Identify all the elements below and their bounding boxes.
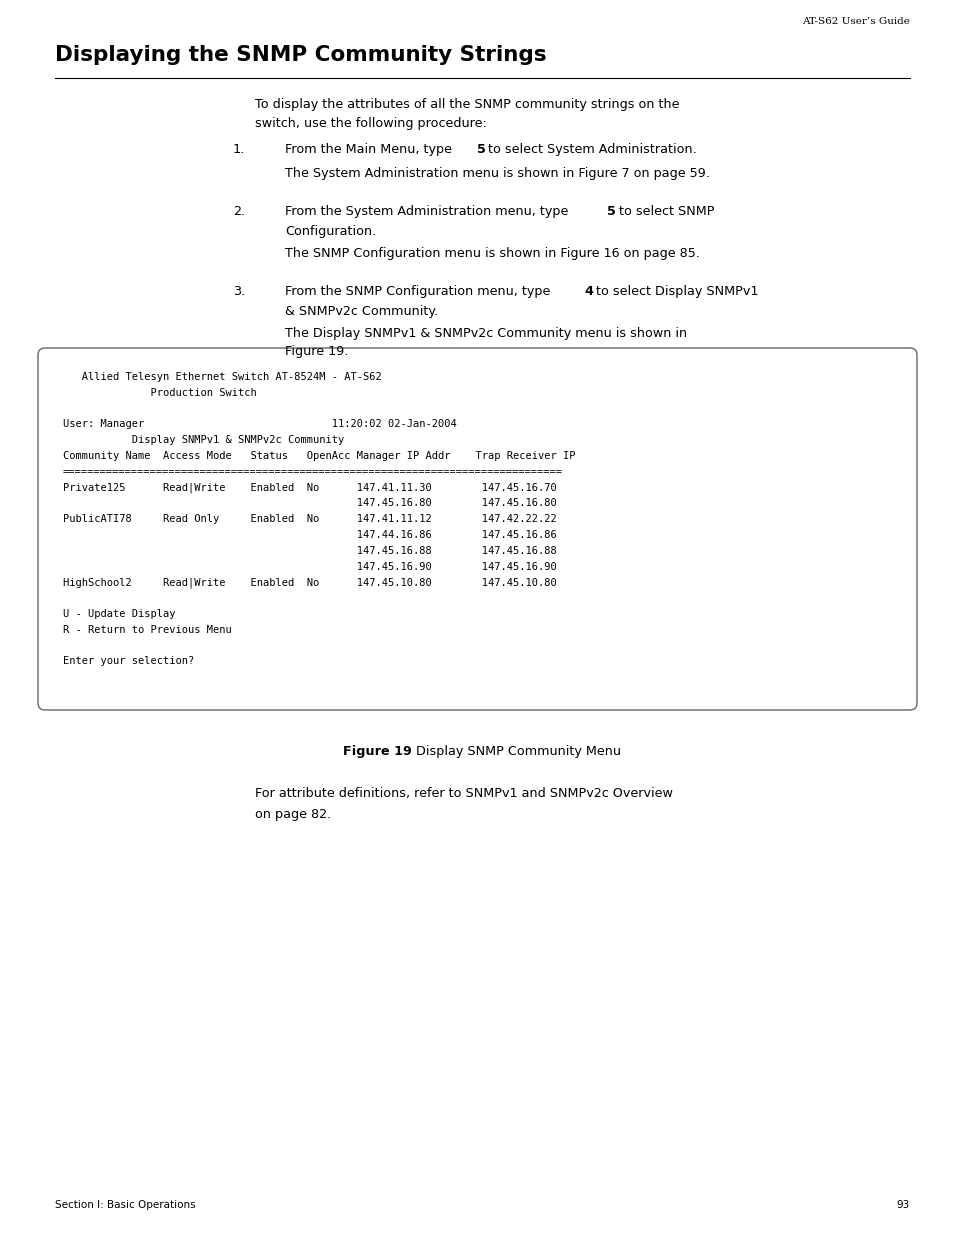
Text: Section I: Basic Operations: Section I: Basic Operations: [55, 1200, 195, 1210]
Text: HighSchool2     Read|Write    Enabled  No      147.45.10.80        147.45.10.80: HighSchool2 Read|Write Enabled No 147.45…: [63, 578, 557, 588]
Text: Allied Telesyn Ethernet Switch AT-8524M - AT-S62: Allied Telesyn Ethernet Switch AT-8524M …: [63, 372, 381, 382]
Text: From the Main Menu, type: From the Main Menu, type: [285, 143, 456, 156]
Text: Figure 19: Figure 19: [342, 745, 412, 758]
Text: Community Name  Access Mode   Status   OpenAcc Manager IP Addr    Trap Receiver : Community Name Access Mode Status OpenAc…: [63, 451, 575, 461]
Text: The System Administration menu is shown in Figure 7 on page 59.: The System Administration menu is shown …: [285, 167, 709, 180]
Text: PublicATI78     Read Only     Enabled  No      147.41.11.12        147.42.22.22: PublicATI78 Read Only Enabled No 147.41.…: [63, 514, 557, 524]
Text: Enter your selection?: Enter your selection?: [63, 656, 194, 667]
FancyBboxPatch shape: [38, 348, 916, 710]
Text: 147.45.16.88        147.45.16.88: 147.45.16.88 147.45.16.88: [63, 546, 557, 556]
Text: 147.44.16.86        147.45.16.86: 147.44.16.86 147.45.16.86: [63, 530, 557, 540]
Text: Display SNMPv1 & SNMPv2c Community: Display SNMPv1 & SNMPv2c Community: [63, 435, 344, 445]
Text: U - Update Display: U - Update Display: [63, 609, 175, 619]
Text: The SNMP Configuration menu is shown in Figure 16 on page 85.: The SNMP Configuration menu is shown in …: [285, 247, 700, 261]
Text: ================================================================================: ========================================…: [63, 467, 562, 477]
Text: & SNMPv2c Community.: & SNMPv2c Community.: [285, 305, 437, 317]
Text: to select System Administration.: to select System Administration.: [484, 143, 697, 156]
Text: User: Manager                              11:20:02 02-Jan-2004: User: Manager 11:20:02 02-Jan-2004: [63, 420, 456, 430]
Text: Displaying the SNMP Community Strings: Displaying the SNMP Community Strings: [55, 44, 546, 65]
Text: 93: 93: [896, 1200, 909, 1210]
Text: To display the attributes of all the SNMP community strings on the
switch, use t: To display the attributes of all the SNM…: [254, 98, 679, 130]
Text: 5: 5: [476, 143, 485, 156]
Text: From the SNMP Configuration menu, type: From the SNMP Configuration menu, type: [285, 285, 554, 298]
Text: 5: 5: [606, 205, 616, 219]
Text: 3.: 3.: [233, 285, 245, 298]
Text: The Display SNMPv1 & SNMPv2c Community menu is shown in
Figure 19.: The Display SNMPv1 & SNMPv2c Community m…: [285, 327, 686, 358]
Text: on page 82.: on page 82.: [254, 808, 331, 821]
Text: For attribute definitions, refer to SNMPv1 and SNMPv2c Overview: For attribute definitions, refer to SNMP…: [254, 787, 672, 800]
Text: Production Switch: Production Switch: [63, 388, 256, 398]
Text: AT-S62 User’s Guide: AT-S62 User’s Guide: [801, 17, 909, 26]
Text: to select SNMP: to select SNMP: [614, 205, 714, 219]
Text: 1.: 1.: [233, 143, 245, 156]
Text: R - Return to Previous Menu: R - Return to Previous Menu: [63, 625, 232, 635]
Text: From the System Administration menu, type: From the System Administration menu, typ…: [285, 205, 572, 219]
Text: to select Display SNMPv1: to select Display SNMPv1: [591, 285, 758, 298]
Text: Configuration.: Configuration.: [285, 225, 375, 238]
Text: Display SNMP Community Menu: Display SNMP Community Menu: [412, 745, 620, 758]
Text: 147.45.16.90        147.45.16.90: 147.45.16.90 147.45.16.90: [63, 562, 557, 572]
Text: 147.45.16.80        147.45.16.80: 147.45.16.80 147.45.16.80: [63, 499, 557, 509]
Text: 2.: 2.: [233, 205, 245, 219]
Text: Private125      Read|Write    Enabled  No      147.41.11.30        147.45.16.70: Private125 Read|Write Enabled No 147.41.…: [63, 483, 557, 493]
Text: 4: 4: [583, 285, 593, 298]
